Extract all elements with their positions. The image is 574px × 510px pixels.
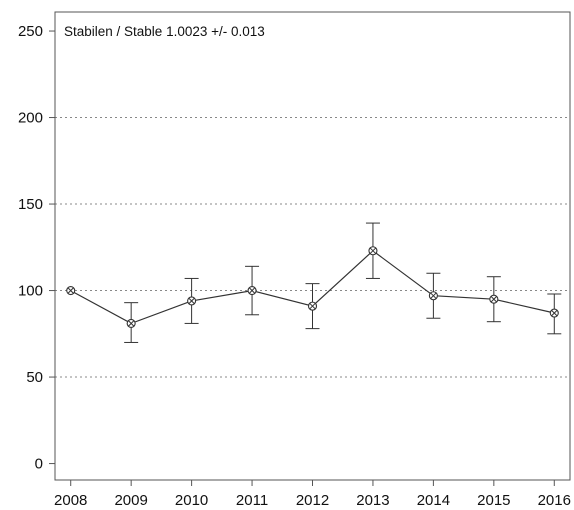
plot-frame xyxy=(54,11,571,481)
y-tick-label: 0 xyxy=(35,456,43,473)
x-tick-label: 2011 xyxy=(236,492,268,509)
data-point xyxy=(247,286,257,296)
data-point-cross xyxy=(67,287,74,294)
y-tick-label: 250 xyxy=(18,23,43,40)
x-axis-ticks: 2008 2009 2010 2011 2012 2013 2014 2015 2016 xyxy=(54,480,571,509)
x-tick-label: 2015 xyxy=(477,492,510,509)
data-point-cross xyxy=(128,320,135,327)
x-tick-label: 2013 xyxy=(356,492,389,509)
data-point xyxy=(428,291,438,301)
error-bars xyxy=(124,222,562,343)
data-point-cross xyxy=(369,247,377,254)
stability-annotation: Stabilen / Stable 1.0023 +/- 0.013 xyxy=(64,24,265,39)
y-tick-label: 100 xyxy=(18,283,43,300)
x-tick-label: 2012 xyxy=(296,492,329,509)
y-axis-ticks: 0 50 100 150 200 250 xyxy=(18,23,55,473)
x-tick-label: 2016 xyxy=(538,492,571,509)
data-point-cross xyxy=(309,302,316,310)
data-point xyxy=(126,318,136,328)
data-point-cross xyxy=(188,297,195,305)
x-tick-label: 2014 xyxy=(417,492,450,509)
y-tick-label: 200 xyxy=(18,110,43,127)
data-point-cross xyxy=(551,309,558,317)
data-point-cross xyxy=(490,296,497,303)
data-point xyxy=(368,246,378,256)
data-point xyxy=(307,301,318,311)
data-point xyxy=(66,286,76,296)
x-tick-label: 2009 xyxy=(114,492,147,509)
data-point xyxy=(489,294,499,304)
data-point xyxy=(187,296,197,306)
y-tick-label: 150 xyxy=(18,196,43,213)
x-tick-label: 2010 xyxy=(175,492,208,509)
data-point-cross xyxy=(248,287,256,294)
data-point-cross xyxy=(430,292,437,299)
x-tick-label: 2008 xyxy=(54,492,87,509)
grid-lines xyxy=(55,117,570,378)
data-point xyxy=(549,308,559,318)
y-tick-label: 50 xyxy=(26,369,43,386)
data-points xyxy=(66,246,559,328)
